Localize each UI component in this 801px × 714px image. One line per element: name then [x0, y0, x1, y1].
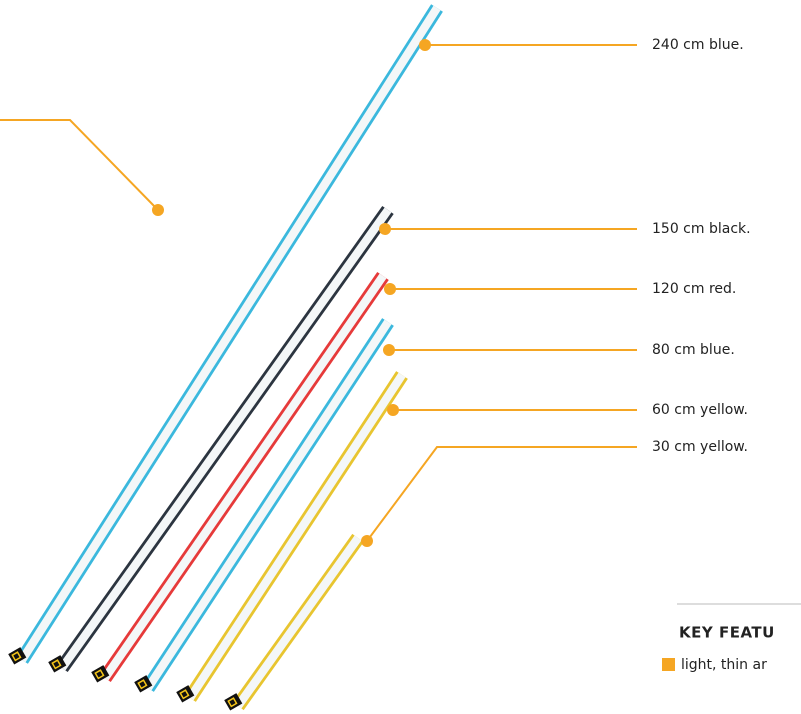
sling-tag-mark [11, 651, 22, 662]
callout-dot [379, 223, 391, 235]
sling [101, 273, 387, 681]
sling-tag [176, 685, 195, 703]
callout-label: 60 cm yellow. [652, 402, 748, 418]
callout-dot [387, 404, 399, 416]
bullet [662, 658, 675, 671]
sling-tag-mark [179, 689, 190, 700]
feature-item: light, thin ar [681, 657, 767, 673]
sling [186, 372, 406, 701]
key-features-title: KEY FEATU [679, 624, 775, 642]
sling-tag [8, 647, 27, 665]
callout-line [366, 446, 637, 542]
sling-tag [91, 665, 110, 683]
sling-tag-mark [137, 679, 148, 690]
sling-tag [48, 655, 67, 673]
callout-label: 240 cm blue. [652, 37, 744, 53]
sling-tag-mark [227, 697, 238, 708]
callout-dot [383, 344, 395, 356]
sling [144, 319, 392, 691]
callout-label: 80 cm blue. [652, 342, 735, 358]
callout-label: 120 cm red. [652, 281, 736, 297]
callout-label: 150 cm black. [652, 221, 751, 237]
sling-tag-mark [51, 659, 62, 670]
callout-dot [361, 535, 373, 547]
callout-dot [152, 204, 164, 216]
slings [8, 4, 443, 711]
sling [18, 5, 441, 663]
sling-tag-mark [94, 669, 105, 680]
callout-dot [384, 283, 396, 295]
sling-tag [224, 693, 243, 711]
sling [58, 207, 392, 671]
sling [234, 535, 362, 709]
sling-tag [134, 675, 153, 693]
callout-line [0, 119, 159, 211]
callout-dot [419, 39, 431, 51]
callout-label: 30 cm yellow. [652, 439, 748, 455]
callouts: 240 cm blue. 150 cm black. 120 cm red. 80 c… [361, 37, 751, 547]
